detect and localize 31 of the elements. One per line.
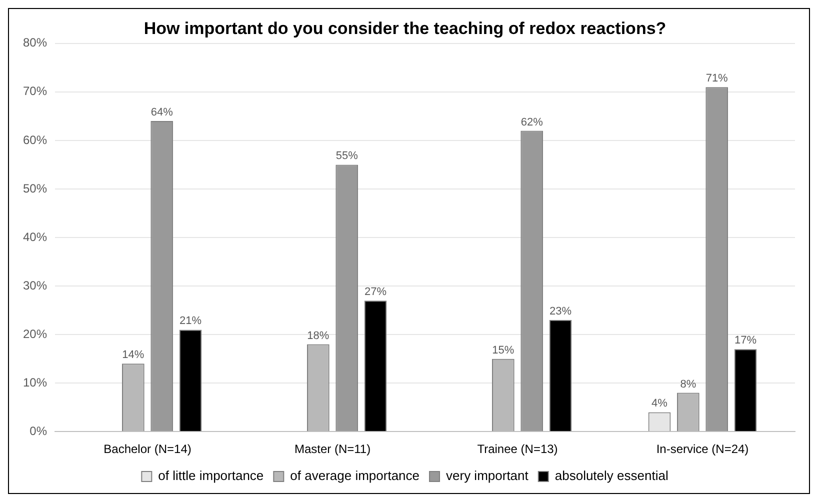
x-tick-label: Master (N=11) [294, 442, 371, 456]
y-tick-label: 70% [22, 84, 48, 98]
x-tick-label: Bachelor (N=14) [104, 442, 192, 456]
legend-label: absolutely essential [554, 468, 668, 484]
x-tick-label: Trainee (N=13) [477, 442, 558, 456]
y-tick-label: 30% [22, 278, 48, 292]
data-label: 15% [492, 344, 514, 356]
data-label: 21% [180, 315, 202, 328]
legend-label: of little importance [158, 468, 264, 484]
y-tick-label: 50% [22, 181, 48, 196]
data-label: 55% [336, 150, 358, 162]
y-tick-label: 40% [22, 230, 48, 244]
data-label: 8% [680, 378, 696, 390]
chart-title: How important do you consider the teaching of redox reactions? [144, 18, 666, 38]
legend-label: very important [446, 468, 529, 484]
data-label: 4% [652, 398, 668, 410]
y-tick-label: 60% [22, 132, 48, 147]
y-tick-label: 10% [22, 375, 48, 390]
data-label: 17% [734, 334, 757, 347]
data-label: 64% [150, 106, 174, 119]
y-tick-label: 80% [22, 36, 48, 50]
y-tick-label: 20% [22, 326, 48, 341]
x-tick-label: In-service (N=24) [656, 442, 749, 456]
legend-label: of average importance [290, 468, 420, 484]
data-label: 62% [520, 116, 544, 128]
data-label: 23% [550, 306, 572, 318]
data-label: 14% [122, 349, 144, 362]
data-label: 71% [706, 72, 728, 85]
data-label: 18% [307, 330, 330, 342]
data-label: 27% [364, 286, 387, 298]
y-tick-label: 0% [30, 424, 48, 438]
